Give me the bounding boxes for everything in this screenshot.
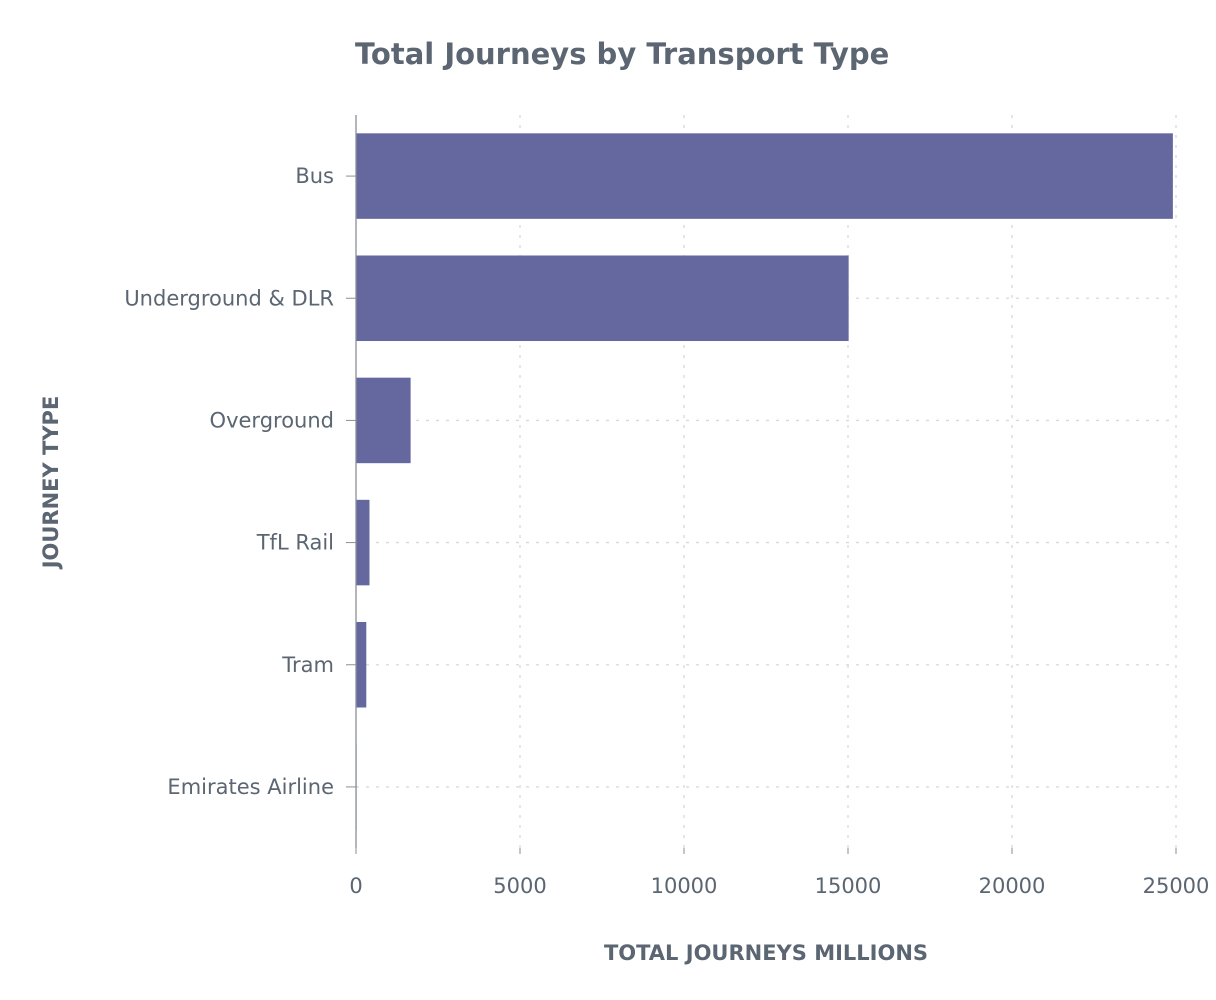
y-tick-label: Underground & DLR bbox=[124, 286, 334, 310]
chart-title: Total Journeys by Transport Type bbox=[355, 37, 889, 71]
bar-overground bbox=[356, 377, 411, 464]
x-tick-label: 20000 bbox=[979, 874, 1046, 898]
bar-underground-dlr bbox=[356, 255, 849, 342]
bar-tram bbox=[356, 621, 367, 708]
y-tick-label: Emirates Airline bbox=[167, 775, 334, 799]
x-axis-ticks: 0 5000 10000 15000 20000 25000 bbox=[349, 848, 1209, 898]
y-axis-ticks: Bus Underground & DLR Overground TfL Rail Tr… bbox=[124, 164, 356, 799]
x-tick-label: 0 bbox=[349, 874, 362, 898]
x-tick-label: 10000 bbox=[651, 874, 718, 898]
y-tick-label: Tram bbox=[281, 653, 334, 677]
gridlines bbox=[356, 115, 1177, 848]
bars bbox=[356, 133, 1173, 830]
x-axis-title: TOTAL JOURNEYS MILLIONS bbox=[604, 941, 928, 965]
x-tick-label: 15000 bbox=[815, 874, 882, 898]
x-tick-label: 25000 bbox=[1143, 874, 1210, 898]
y-tick-label: Overground bbox=[210, 408, 334, 432]
x-tick-label: 5000 bbox=[493, 874, 546, 898]
y-tick-label: Bus bbox=[295, 164, 334, 188]
y-axis-title: JOURNEY TYPE bbox=[39, 396, 63, 571]
y-tick-label: TfL Rail bbox=[256, 531, 334, 555]
bar-bus bbox=[356, 133, 1173, 219]
bar-tfl-rail bbox=[356, 499, 370, 586]
